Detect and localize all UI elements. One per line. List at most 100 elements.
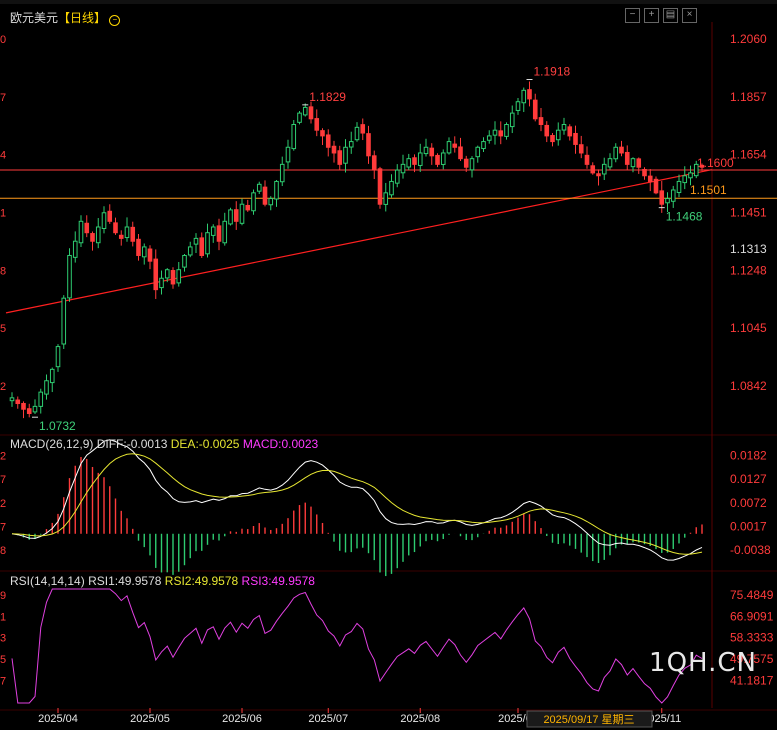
candle — [49, 367, 55, 393]
candle — [544, 121, 550, 143]
candle — [446, 137, 452, 155]
candle — [688, 165, 693, 186]
candle — [170, 267, 176, 289]
candle — [515, 97, 521, 115]
candle — [354, 122, 360, 142]
candle — [670, 185, 676, 208]
candle-body — [377, 168, 383, 205]
candle — [475, 145, 481, 163]
candle-body — [452, 143, 458, 148]
candle-body — [297, 112, 302, 123]
candle-body — [113, 222, 118, 234]
candle — [297, 110, 302, 125]
candle-body — [498, 130, 504, 137]
macd-legend: MACD(26,12,9) DIFF:-0.0013 DEA:-0.0025 M… — [10, 437, 318, 451]
candle — [601, 157, 607, 180]
plus-icon[interactable]: + — [644, 8, 659, 23]
candle — [274, 179, 279, 207]
candle-body — [159, 277, 164, 289]
candle — [44, 374, 49, 400]
trend-line — [5, 169, 712, 314]
candle — [458, 137, 463, 161]
candle — [435, 153, 440, 168]
candle-body — [187, 246, 193, 256]
candle-body — [354, 126, 360, 141]
candle-body — [285, 146, 291, 163]
candle — [331, 140, 337, 163]
candle — [262, 180, 268, 207]
candle — [113, 217, 118, 235]
extreme-label-1.1918: 1.1918 — [534, 65, 571, 79]
candle-body — [417, 152, 423, 166]
candle-body — [590, 165, 596, 174]
candle — [55, 344, 61, 372]
candle-body — [636, 158, 642, 168]
candle — [590, 162, 596, 175]
candle-body — [532, 99, 538, 120]
current-price-label: 1.1313 — [730, 242, 767, 256]
candle — [561, 117, 567, 135]
candle — [394, 164, 400, 188]
macd-left-tick: 2 — [0, 498, 6, 510]
candle — [383, 182, 389, 212]
candle — [665, 192, 670, 213]
candle-body — [578, 144, 584, 154]
candle — [682, 166, 688, 190]
price-tick-label: 1.1654 — [730, 148, 767, 162]
minus-icon[interactable]: − — [625, 8, 640, 23]
candle — [78, 215, 84, 248]
candle — [193, 233, 199, 254]
candle-body — [199, 237, 205, 256]
collapse-icon[interactable]: − — [109, 15, 121, 26]
rsi-tick-label: 66.9091 — [730, 609, 774, 623]
candle-body — [216, 225, 222, 242]
candle — [440, 149, 446, 170]
candle — [256, 181, 262, 195]
candle-body — [601, 163, 607, 175]
candle-body — [302, 106, 308, 116]
candle — [452, 136, 458, 153]
left-tick-label: 7 — [0, 92, 6, 104]
macd-left-tick: 8 — [0, 545, 6, 557]
candle-body — [550, 135, 555, 143]
candle — [532, 93, 538, 122]
candle — [72, 231, 78, 263]
candle — [187, 241, 193, 258]
left-tick-label: 8 — [0, 265, 6, 277]
candle-body — [515, 101, 521, 111]
close-icon[interactable]: × — [682, 8, 697, 23]
candle — [147, 245, 153, 270]
macd-left-tick: 7 — [0, 521, 6, 533]
window-controls: − + ▤ × — [625, 8, 697, 23]
settings-icon[interactable]: ▤ — [663, 8, 678, 23]
macd-diff-line — [11, 439, 703, 561]
candle-body — [90, 233, 95, 242]
candle-body — [67, 254, 72, 299]
candle-body — [665, 198, 670, 204]
candle-body — [486, 135, 492, 141]
candle — [222, 212, 228, 246]
rsi-legend: RSI(14,14,14) RSI1:49.9578 RSI2:49.9578 … — [10, 574, 315, 588]
candle — [164, 268, 170, 283]
candle — [377, 166, 383, 209]
macd-legend-dea: DEA:-0.0025 — [170, 437, 240, 451]
left-tick-label: 0 — [0, 34, 6, 46]
candle — [596, 169, 601, 186]
candle — [642, 167, 647, 180]
candle — [337, 145, 343, 171]
period-label[interactable]: 【日线】 — [58, 11, 107, 25]
macd-tick-label: 0.0072 — [730, 496, 767, 510]
candle-body — [544, 124, 550, 137]
candle — [647, 168, 653, 192]
price-tick-label: 1.1045 — [730, 321, 767, 335]
candle — [302, 103, 308, 117]
candle-body — [688, 172, 693, 179]
candle — [400, 154, 406, 179]
candle — [176, 261, 182, 287]
candle — [26, 403, 32, 418]
candle — [619, 140, 624, 157]
candle — [210, 224, 216, 243]
candle-body — [670, 189, 676, 202]
left-tick-label: 5 — [0, 323, 6, 335]
